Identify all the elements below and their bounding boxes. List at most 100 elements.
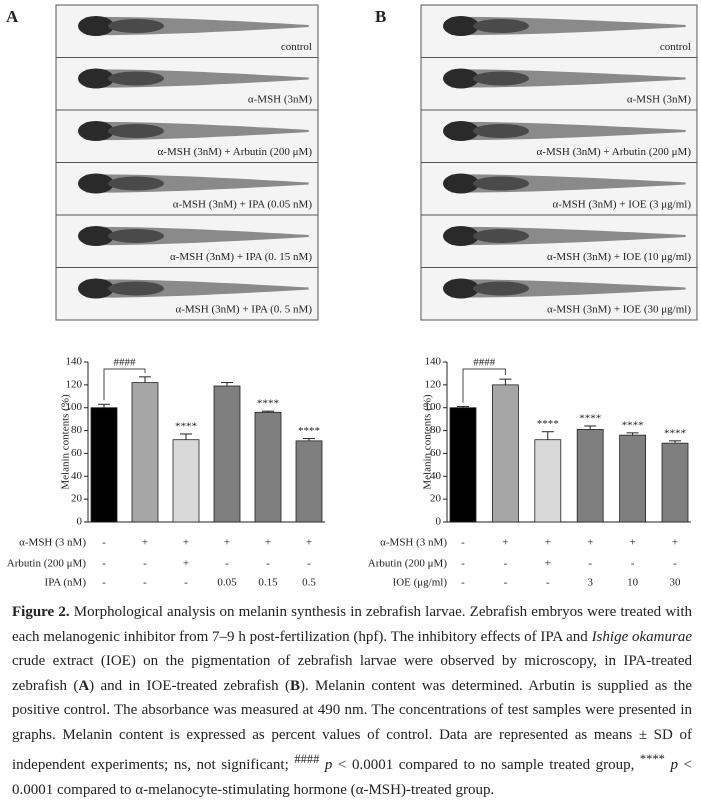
treatment-value: - [504, 558, 508, 570]
treatment-value: - [102, 577, 106, 589]
image-label: control [281, 41, 312, 53]
treatment-value: - [631, 558, 635, 570]
bar [449, 407, 477, 523]
figure: A B control α-MSH (3nM) α-MSH (3nM) + Arbu… [6, 4, 698, 589]
y-tick-label: 140 [425, 356, 442, 368]
image-label: α-MSH (3nM) [248, 94, 312, 106]
y-tick-label: 0 [436, 516, 442, 528]
error-bar [139, 376, 151, 383]
caption-text: B [289, 677, 300, 694]
image-label: control [660, 41, 691, 53]
treatment-value: + [142, 537, 148, 549]
bar [534, 439, 562, 523]
treatment-value: + [629, 537, 635, 549]
treatment-label: IOE (μg/ml) [393, 577, 448, 589]
bracket-label: #### [473, 357, 496, 369]
y-tick-label: 100 [425, 401, 442, 413]
error-bar [262, 410, 274, 413]
larva-head [78, 278, 114, 299]
caption-label: Figure 2. [12, 604, 70, 620]
larva-trunk [108, 281, 164, 296]
caption-text: crude extract (IOE) on the pigmentation … [12, 653, 692, 694]
caption-text: < 0.0001 compared to α-melanocyte-stimul… [12, 757, 692, 798]
significance-label: **** [622, 419, 644, 431]
error-bar [303, 438, 315, 441]
image-label: α-MSH (3nM) + Arbutin (200 μM) [158, 146, 313, 158]
bar [172, 439, 200, 523]
y-tick-label: 80 [71, 424, 83, 436]
significance-label: **** [537, 418, 559, 430]
treatment-value: + [545, 558, 551, 570]
bar [90, 407, 118, 523]
caption-text: Ishige okamurae [591, 628, 692, 645]
larva-head [78, 16, 114, 36]
bar [213, 385, 241, 523]
significance-bracket [103, 368, 146, 401]
larva-head [443, 173, 479, 194]
error-bar [98, 403, 110, 408]
treatment-value: + [224, 537, 230, 549]
treatment-value: + [672, 537, 678, 549]
significance-label: **** [175, 421, 197, 433]
larva-head [78, 226, 114, 246]
larva-head [78, 121, 114, 141]
larva-trunk [108, 176, 164, 191]
larva-trunk [473, 124, 529, 138]
y-tick-label: 100 [66, 401, 83, 413]
treatment-value: + [545, 537, 551, 549]
treatment-value: + [306, 537, 312, 549]
treatment-value: + [183, 537, 189, 549]
treatment-value: - [266, 558, 270, 570]
y-tick-label: 40 [71, 470, 83, 482]
larva-trunk [473, 71, 529, 86]
error-bar [457, 406, 469, 408]
y-tick-label: 60 [430, 447, 442, 459]
treatment-label: α-MSH (3 nM) [380, 537, 447, 549]
image-label: α-MSH (3nM) + IOE (3 μg/ml) [552, 199, 691, 211]
significance-label: **** [298, 425, 320, 437]
significance-label: **** [257, 398, 279, 410]
treatment-value: - [673, 558, 677, 570]
treatment-value: 0.05 [217, 577, 237, 589]
error-bar [541, 431, 554, 440]
larva-head [443, 278, 479, 299]
error-bar [499, 378, 512, 385]
treatment-value: + [183, 558, 189, 570]
treatment-value: - [504, 577, 508, 589]
bar [576, 429, 604, 523]
treatment-value: - [102, 558, 106, 570]
larva-head [443, 16, 479, 36]
treatment-value: + [502, 537, 508, 549]
panel-label: B [375, 7, 386, 26]
larva-trunk [108, 124, 164, 138]
y-tick-label: 0 [77, 516, 83, 528]
error-bar [626, 432, 639, 436]
image-label: α-MSH (3nM) + IOE (10 μg/ml) [547, 251, 691, 263]
treatment-value: - [461, 558, 465, 570]
y-tick-label: 140 [66, 356, 83, 368]
treatment-value: + [265, 537, 271, 549]
bar [619, 434, 646, 523]
bracket-label: #### [114, 357, 137, 369]
caption-text: #### [294, 752, 320, 766]
larva-trunk [473, 281, 529, 296]
larva-head [78, 173, 114, 194]
image-label: α-MSH (3nM) + IPA (0.05 nM) [173, 199, 313, 211]
treatment-value: + [587, 537, 593, 549]
treatment-value: - [461, 537, 465, 549]
bar [131, 382, 159, 523]
error-bar [669, 440, 681, 444]
image-label: α-MSH (3nM) [627, 94, 691, 106]
significance-label: **** [579, 413, 601, 425]
y-tick-label: 20 [430, 493, 442, 505]
treatment-value: 3 [587, 577, 593, 589]
treatment-value: - [102, 537, 106, 549]
caption-text: p [670, 757, 678, 773]
caption-text: A [78, 677, 90, 694]
image-label: α-MSH (3nM) + IPA (0. 15 nM) [170, 251, 312, 263]
error-bar [180, 433, 192, 440]
bar [295, 440, 323, 523]
image-label: α-MSH (3nM) + IOE (30 μg/ml) [547, 304, 691, 316]
significance-label: **** [664, 427, 686, 439]
treatment-value: - [184, 577, 188, 589]
